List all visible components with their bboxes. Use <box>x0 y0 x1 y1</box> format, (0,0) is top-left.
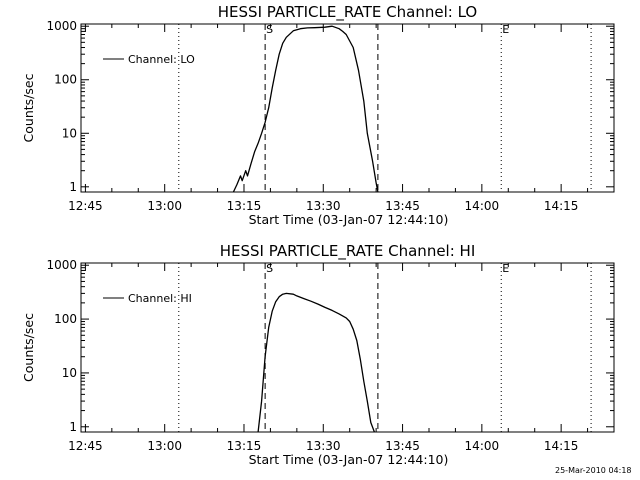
y-tick-label: 10 <box>62 366 77 380</box>
marker-e-label: E <box>502 23 509 36</box>
x-tick-label: 13:30 <box>306 439 341 453</box>
legend-label: Channel: LO <box>128 53 195 66</box>
x-tick-label: 13:45 <box>385 199 420 213</box>
panel-channel-hi: HESSI PARTICLE_RATE Channel: HI 1 10 100 100… <box>21 242 615 467</box>
y-tick-label: 1000 <box>46 258 77 272</box>
chart-title: HESSI PARTICLE_RATE Channel: LO <box>218 3 477 22</box>
x-tick-label: 13:30 <box>306 199 341 213</box>
panel-channel-lo: HESSI PARTICLE_RATE Channel: LO 1 10 100 100… <box>21 3 615 227</box>
x-tick-label: 14:00 <box>465 439 500 453</box>
x-tick-label: 13:00 <box>147 199 182 213</box>
y-tick-label: 1000 <box>46 19 77 33</box>
marker-s-label: S <box>266 23 273 36</box>
marker-s-label: S <box>266 262 273 275</box>
x-tick-label: 12:45 <box>68 199 103 213</box>
footer-timestamp: 25-Mar-2010 04:18 <box>555 466 632 475</box>
marker-e-label: E <box>502 262 509 275</box>
plot-frame <box>80 23 615 193</box>
y-tick-label: 100 <box>54 73 77 87</box>
series-line-channel-lo <box>232 25 379 193</box>
x-tick-label: 14:15 <box>544 439 579 453</box>
plot-frame <box>80 262 615 433</box>
y-tick-label: 10 <box>62 126 77 140</box>
x-tick-label: 14:00 <box>465 199 500 213</box>
x-tick-label: 13:45 <box>385 439 420 453</box>
x-tick-label: 12:45 <box>68 439 103 453</box>
chart-title: HESSI PARTICLE_RATE Channel: HI <box>220 242 476 261</box>
series-line-channel-hi <box>257 292 376 433</box>
y-axis-label: Counts/sec <box>21 73 36 142</box>
y-tick-label: 1 <box>69 420 77 434</box>
legend-label: Channel: HI <box>128 292 192 305</box>
y-axis-label: Counts/sec <box>21 313 36 382</box>
y-tick-label: 100 <box>54 312 77 326</box>
x-axis-label: Start Time (03-Jan-07 12:44:10) <box>249 452 449 467</box>
x-tick-label: 14:15 <box>544 199 579 213</box>
x-tick-label: 13:00 <box>147 439 182 453</box>
y-tick-label: 1 <box>69 180 77 194</box>
x-tick-label: 13:15 <box>227 439 262 453</box>
x-axis-label: Start Time (03-Jan-07 12:44:10) <box>249 212 449 227</box>
x-tick-label: 13:15 <box>227 199 262 213</box>
